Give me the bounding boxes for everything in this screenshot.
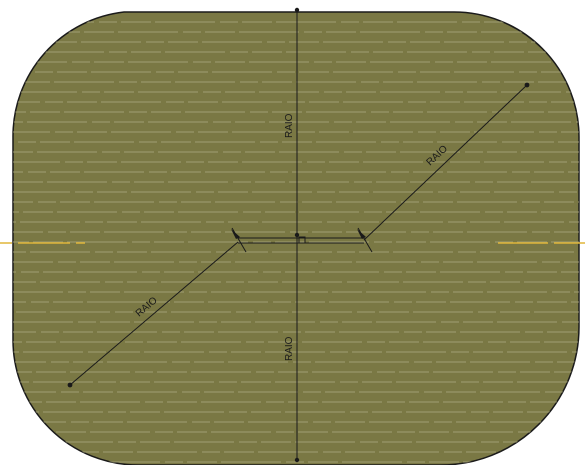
left-center-arrow [231,229,240,239]
diagonal-radius-right [363,84,528,241]
hatch-pattern [12,21,580,463]
center-marker [298,236,306,244]
radius-label-top: RAIO [284,113,295,138]
bottom-endpoint [294,457,300,463]
center-point [294,232,300,238]
right-center-arrow [357,229,366,239]
radius-label-bottom: RAIO [284,336,295,361]
diagonal-radius-left [69,241,239,386]
left-radius-endpoint [67,382,73,388]
right-radius-endpoint [524,82,530,88]
top-endpoint [294,7,300,13]
